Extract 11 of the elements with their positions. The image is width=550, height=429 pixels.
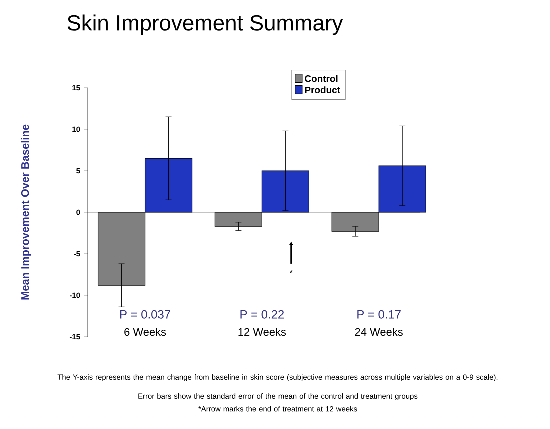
annotation: P = 0.037 xyxy=(120,310,170,319)
chart-title: Skin Improvement Summary xyxy=(68,14,344,36)
annotation: P = 0.22 xyxy=(240,310,284,319)
x-tick-label: 6 Weeks xyxy=(124,328,166,336)
legend-label: Control xyxy=(305,75,338,82)
legend-label: Product xyxy=(305,86,340,94)
annotation: P = 0.17 xyxy=(358,310,401,319)
annotation: * xyxy=(290,270,294,274)
x-tick-label: 12 Weeks xyxy=(238,328,286,336)
x-tick-label: 24 Weeks xyxy=(355,328,403,336)
y-axis-title: Mean Improvement Over Baseline xyxy=(21,124,32,300)
